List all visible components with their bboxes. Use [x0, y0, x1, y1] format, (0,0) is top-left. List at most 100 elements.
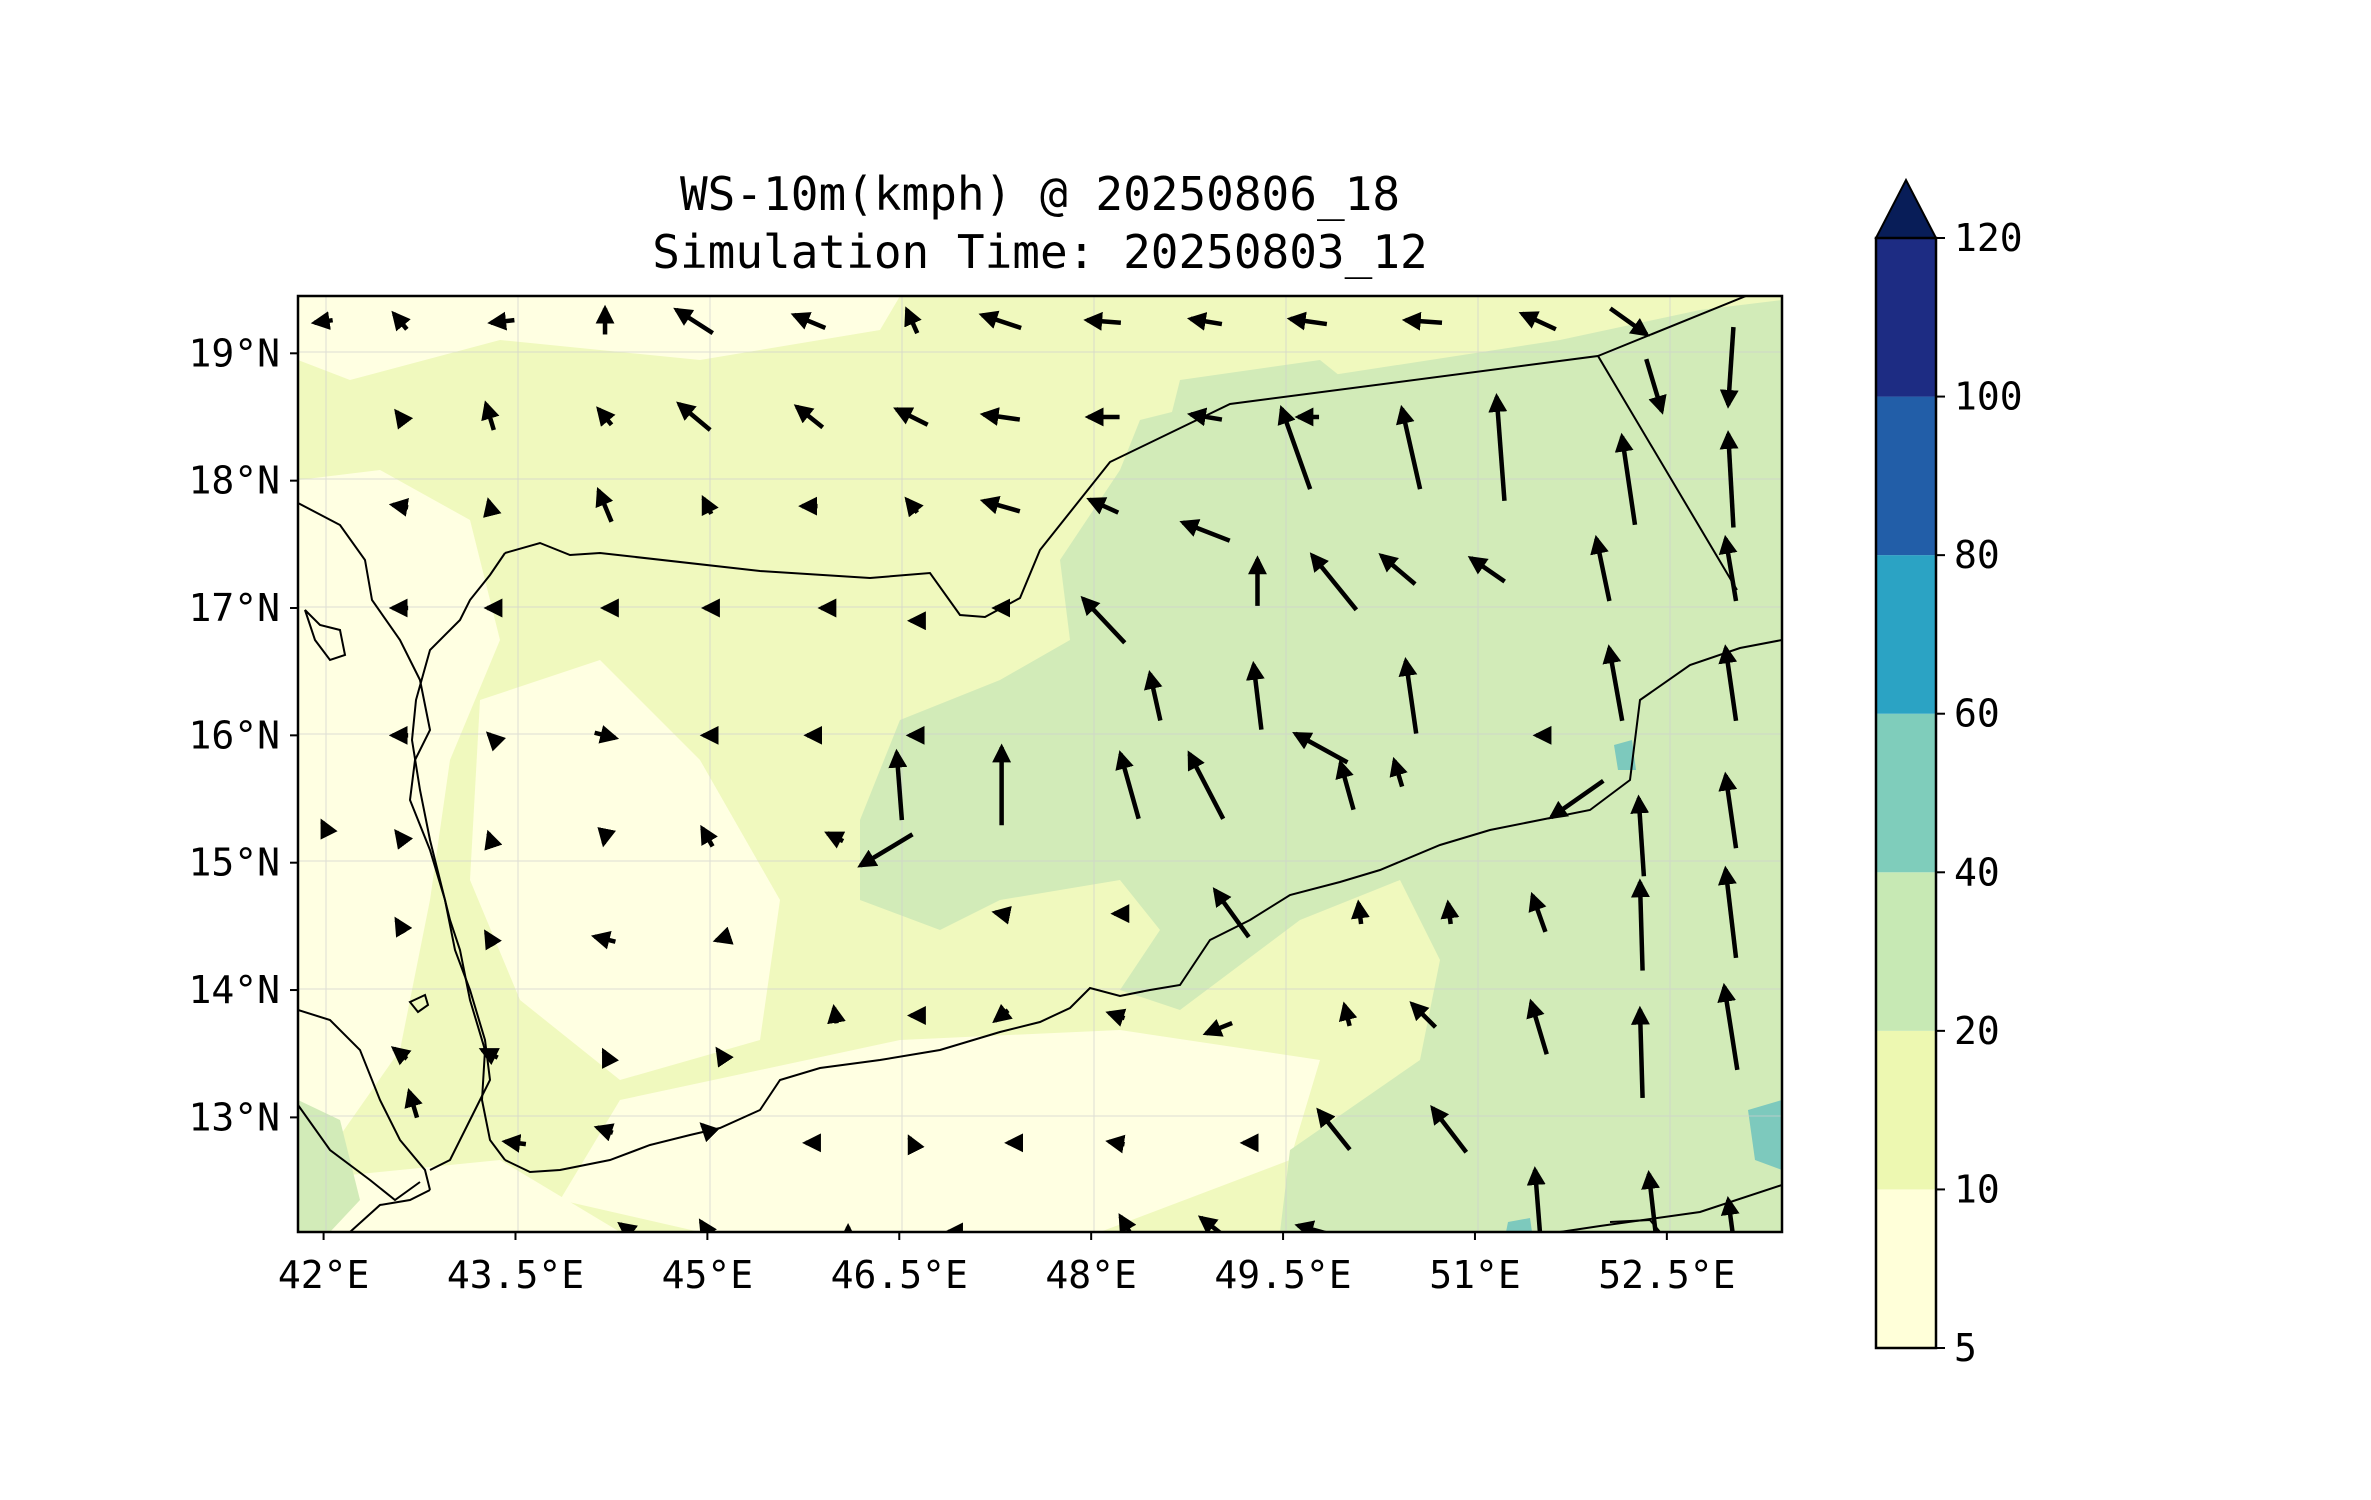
- wind-arrow: [979, 407, 1021, 426]
- wind-arrow: [1187, 750, 1226, 820]
- wind-arrow: [827, 1003, 846, 1025]
- lat-tick-label: 15°N: [188, 841, 280, 885]
- colorbar-band: [1876, 1030, 1936, 1190]
- lon-tick-label: 45°E: [662, 1253, 754, 1297]
- island-kamaran: [408, 993, 430, 1014]
- wind-vectors: [310, 304, 1740, 1232]
- speed-band-40-60-spot-2: [1614, 740, 1636, 770]
- wind-arrow: [394, 829, 414, 850]
- wind-arrow: [793, 404, 825, 430]
- horn-coast: [349, 1189, 431, 1232]
- wind-arrow: [978, 310, 1022, 331]
- wind-arrow: [388, 497, 410, 517]
- wind-arrow: [597, 827, 616, 848]
- colorbar-band: [1876, 1189, 1936, 1348]
- colorbar-band: [1876, 872, 1936, 1031]
- wind-arrow: [1351, 899, 1370, 925]
- wind-arrow: [1080, 595, 1127, 645]
- wind-arrow: [1286, 311, 1328, 331]
- wind-arrow: [699, 1122, 720, 1143]
- wind-arrow: [590, 931, 616, 950]
- wind-arrow: [1292, 731, 1349, 765]
- wind-speed-field: [298, 296, 1782, 1232]
- wind-arrow: [1630, 1005, 1650, 1098]
- wind-arrow: [904, 496, 924, 518]
- wind-arrow: [1086, 497, 1120, 515]
- colorbar-band: [1876, 555, 1936, 714]
- wind-arrow: [700, 824, 718, 848]
- wind-arrow: [857, 832, 914, 868]
- wind-arrow: [1186, 312, 1223, 331]
- wind-arrow: [1528, 891, 1548, 933]
- wind-arrow: [1212, 887, 1251, 939]
- wind-arrow: [487, 311, 515, 331]
- wind-arrow: [310, 311, 334, 330]
- wind-arrow: [391, 310, 411, 332]
- wind-arrow: [1440, 899, 1460, 925]
- wind-arrow: [501, 1134, 527, 1153]
- wind-arrow: [478, 1047, 500, 1066]
- wind-arrow: [1316, 1107, 1352, 1152]
- wind-arrow: [907, 1134, 925, 1156]
- lat-tick-label: 19°N: [188, 331, 280, 375]
- wind-arrow: [1719, 430, 1739, 528]
- wind-arrow: [1548, 778, 1605, 820]
- wind-arrow: [1630, 878, 1650, 971]
- wind-arrow: [1309, 552, 1359, 612]
- colorbar: 5 10 20 40 60 80 100 120: [1874, 177, 2023, 1370]
- wind-arrow: [483, 497, 502, 518]
- wind-arrow: [601, 1047, 619, 1069]
- wind-arrow: [1338, 1001, 1358, 1027]
- lat-tick-label: 16°N: [188, 713, 280, 757]
- wind-arrow: [904, 306, 922, 335]
- speed-band-40-60-spot-3: [1506, 1218, 1532, 1232]
- lon-tick-label: 43.5°E: [447, 1253, 584, 1297]
- wind-arrow: [394, 916, 413, 938]
- colorbar-tick-label: 100: [1954, 375, 2023, 419]
- colorbar-tick-label: 120: [1954, 216, 2023, 260]
- wind-arrow: [1719, 326, 1739, 409]
- lat-tick-label: 17°N: [188, 586, 280, 630]
- wind-arrow: [673, 307, 715, 336]
- wind-arrow: [484, 829, 503, 851]
- wind-arrow: [1294, 1220, 1330, 1232]
- wind-arrow: [1644, 358, 1667, 415]
- wind-arrow: [593, 1123, 615, 1142]
- colorbar-tick-label: 60: [1954, 692, 2000, 736]
- wind-arrow: [701, 494, 719, 517]
- wind-arrow: [320, 818, 338, 840]
- colorbar-bands: [1876, 238, 1936, 1348]
- wind-arrow: [394, 408, 414, 430]
- wind-arrow: [1614, 432, 1638, 526]
- wind-arrow: [1083, 311, 1122, 331]
- lon-tick-label: 46.5°E: [831, 1253, 968, 1297]
- wind-arrow: [1526, 1166, 1546, 1232]
- wind-arrow: [481, 400, 500, 431]
- wind-arrow: [1718, 644, 1739, 722]
- colorbar-band: [1876, 713, 1936, 873]
- eritrea-coast: [298, 502, 492, 1171]
- wind-arrow: [1396, 404, 1423, 490]
- wind-arrow: [1430, 1105, 1469, 1154]
- latitude-tick-labels: 19°N 18°N 17°N 16°N 15°N 14°N 13°N: [188, 331, 298, 1139]
- colorbar-tick-label: 5: [1954, 1326, 1977, 1370]
- lat-tick-label: 18°N: [188, 459, 280, 503]
- wind-arrow: [1718, 865, 1739, 959]
- wind-arrow: [715, 1046, 734, 1068]
- djibouti-coast: [298, 1009, 431, 1191]
- wind-arrow: [1409, 1001, 1438, 1029]
- wind-arrow: [893, 407, 929, 427]
- calm-patch-west: [298, 470, 500, 1160]
- wind-arrow: [698, 1218, 717, 1232]
- wind-arrow: [1590, 534, 1612, 602]
- wind-arrow: [712, 926, 734, 945]
- wind-arrow: [1118, 1213, 1137, 1232]
- colorbar-tick-label: 10: [1954, 1167, 2000, 1211]
- map-panel: [298, 296, 1782, 1232]
- wind-arrow: [595, 487, 614, 523]
- wind-arrow: [484, 929, 502, 951]
- wind-arrow: [1378, 553, 1417, 586]
- lat-tick-label: 13°N: [188, 1095, 280, 1139]
- wind-arrow: [1389, 756, 1408, 788]
